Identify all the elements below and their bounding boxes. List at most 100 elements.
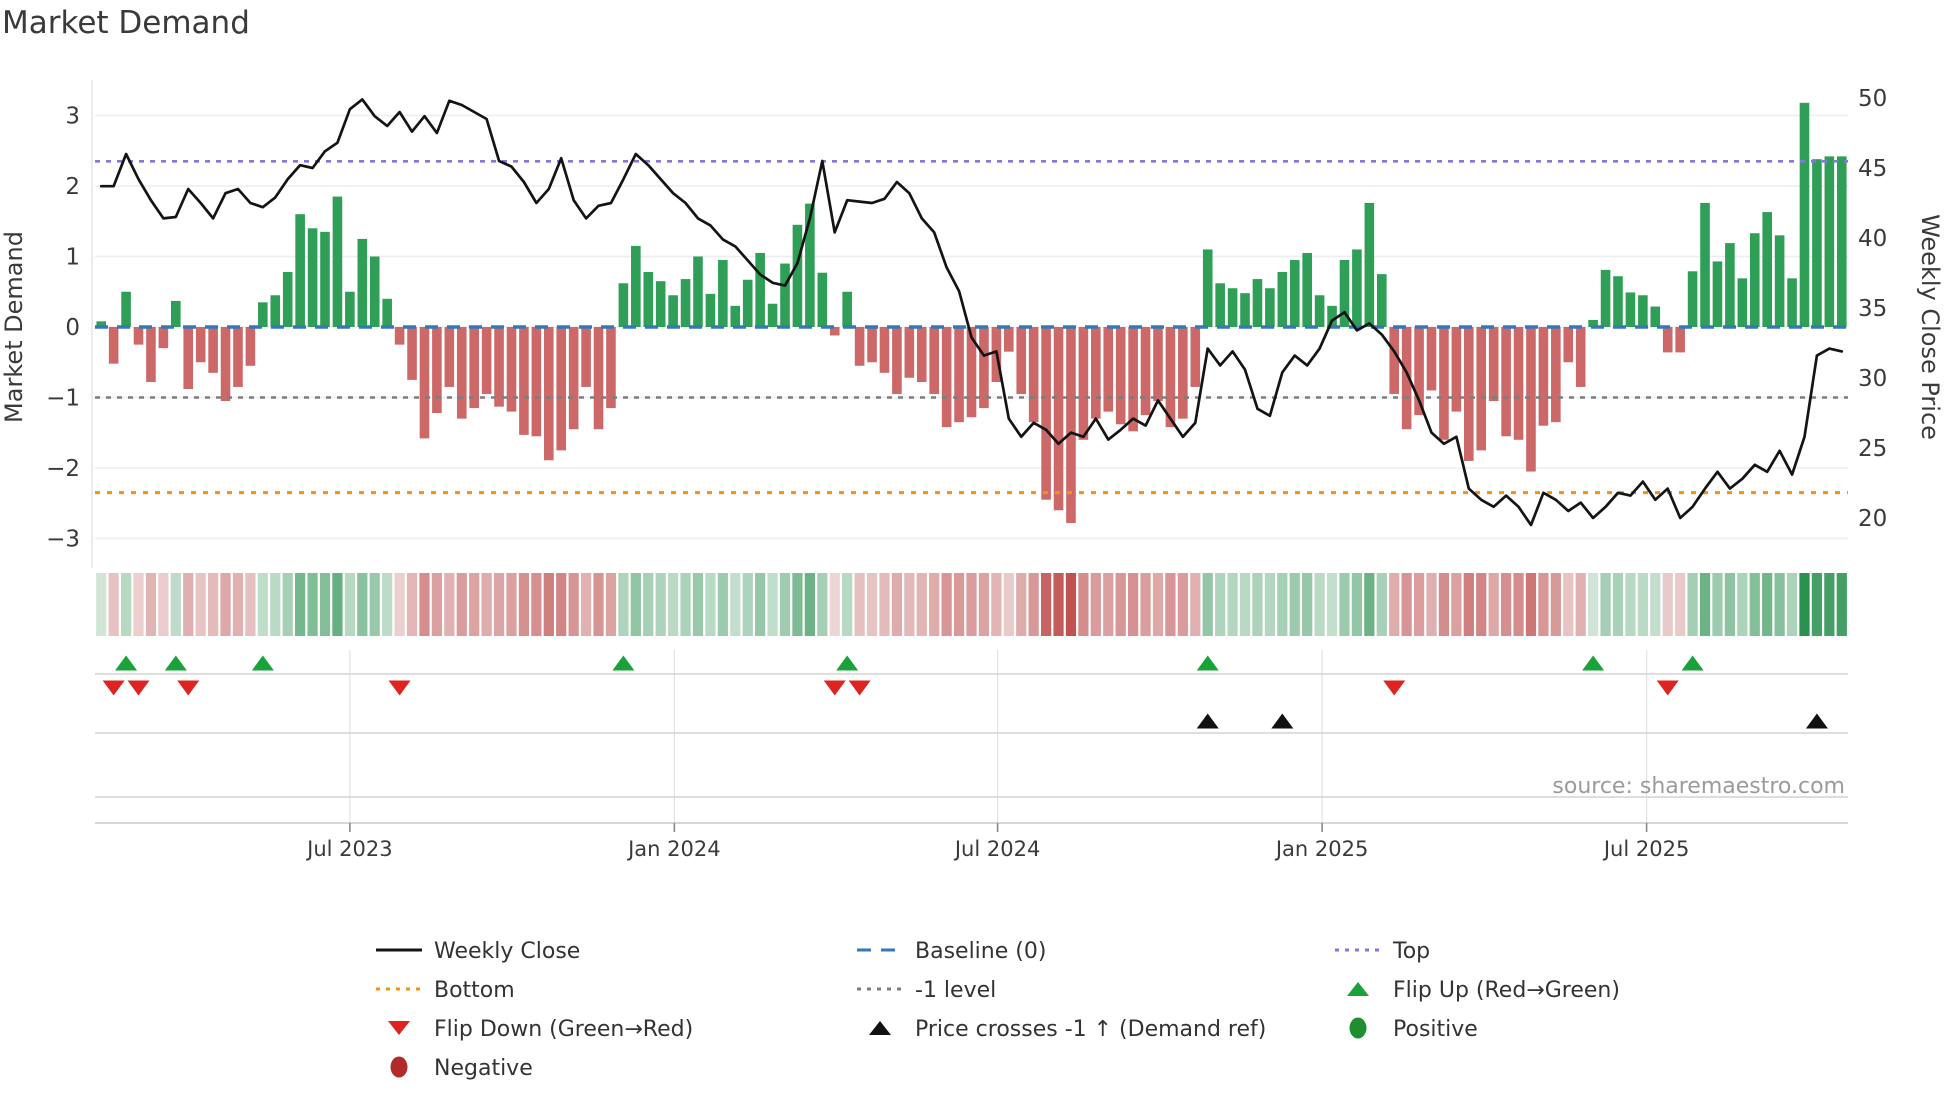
demand-bar: [543, 327, 554, 461]
demand-bar: [1426, 327, 1437, 391]
y-right-tick-label: 40: [1858, 226, 1887, 252]
demand-bar: [1700, 202, 1710, 327]
heatmap-cell: [1588, 573, 1599, 636]
heatmap-cell: [1040, 573, 1052, 636]
heatmap-cell: [755, 573, 766, 636]
demand-bar: [1240, 293, 1250, 327]
demand-bar: [407, 327, 417, 380]
heatmap-cell: [705, 573, 716, 636]
heatmap-cell: [966, 573, 977, 636]
legend-label-bottom: Bottom: [434, 978, 515, 1003]
heatmap-cell: [1824, 573, 1835, 636]
demand-bar: [1327, 305, 1337, 327]
heatmap-cell: [568, 573, 579, 636]
demand-bar: [643, 272, 654, 327]
flip-down-marker: [823, 680, 846, 696]
heatmap-cell: [319, 573, 331, 636]
demand-bar: [618, 283, 629, 327]
demand-bar: [966, 327, 977, 418]
weekly-close-line-group: [99, 98, 1844, 527]
heatmap-cell: [1065, 573, 1077, 636]
demand-heatmap-strip: [96, 573, 1847, 636]
heatmap-cell: [1289, 573, 1300, 636]
x-tick-label: Jul 2024: [953, 837, 1040, 861]
heatmap-cell: [220, 573, 231, 636]
heatmap-cell: [1239, 573, 1251, 636]
demand-bar: [1202, 249, 1213, 327]
heatmap-cell: [1302, 573, 1313, 636]
demand-bar: [270, 295, 281, 327]
demand-bar: [1153, 327, 1163, 402]
flip-up-icon: [1347, 982, 1369, 996]
heatmap-cell: [916, 573, 927, 636]
heatmap-cell: [580, 573, 592, 636]
demand-bars: [96, 102, 1847, 523]
y-axis-left-label: Market Demand: [0, 231, 28, 423]
heatmap-cell: [1637, 573, 1648, 636]
demand-bar: [419, 327, 430, 439]
heatmap-cell: [742, 573, 753, 636]
demand-bar: [1687, 271, 1698, 327]
heatmap-cell: [767, 573, 778, 636]
heatmap-cell: [1575, 573, 1586, 636]
demand-bar: [158, 327, 169, 349]
heatmap-cell: [307, 573, 318, 636]
demand-bar: [121, 291, 131, 327]
demand-bar: [817, 272, 828, 327]
demand-bar: [1638, 295, 1648, 327]
y-left-tick-label: 2: [65, 174, 80, 200]
demand-bar: [1265, 288, 1275, 327]
demand-bar: [867, 327, 877, 363]
heatmap-cell: [369, 573, 380, 636]
demand-bar: [1066, 327, 1076, 523]
heatmap-cell: [692, 573, 704, 636]
heatmap-cell: [1314, 573, 1325, 636]
heatmap-cell: [1451, 573, 1462, 636]
heatmap-cell: [543, 573, 554, 636]
heatmap-cell: [1786, 573, 1798, 636]
flip-up-marker: [1196, 655, 1219, 671]
demand-bar: [1078, 327, 1089, 440]
heatmap-cell: [817, 573, 828, 636]
heatmap-cell: [394, 573, 405, 636]
heatmap-cell: [643, 573, 654, 636]
heatmap-cell: [145, 573, 157, 636]
demand-bar: [1003, 327, 1014, 352]
demand-bar: [742, 279, 753, 327]
heatmap-cell: [245, 573, 256, 636]
demand-bar: [929, 327, 940, 394]
demand-bar: [1575, 327, 1586, 387]
demand-bar: [1551, 327, 1561, 423]
demand-bar: [1115, 327, 1126, 425]
flip-down-marker: [848, 680, 871, 696]
demand-bar: [369, 256, 380, 327]
price-cross-icon: [869, 1021, 891, 1035]
negative-icon: [390, 1056, 408, 1078]
x-tick-label: Jan 2024: [626, 837, 721, 861]
demand-bar: [792, 224, 803, 327]
heatmap-cell: [133, 573, 144, 636]
demand-bar: [1762, 212, 1772, 327]
heatmap-cell: [183, 573, 194, 636]
heatmap-cell: [1016, 573, 1027, 636]
heatmap-cell: [1811, 573, 1823, 636]
demand-bar: [108, 327, 119, 364]
heatmap-cell: [680, 573, 691, 636]
flip-up-marker: [1681, 655, 1704, 671]
heatmap-cell: [655, 573, 666, 636]
demand-bar: [1252, 279, 1263, 327]
heatmap-cell: [630, 573, 641, 636]
demand-bar: [1787, 278, 1797, 327]
demand-bar: [1439, 327, 1449, 440]
legend-item-minus1: -1 level: [857, 978, 996, 1003]
legend-item-weekly-close: Weekly Close: [376, 939, 580, 964]
demand-bar: [1725, 243, 1735, 327]
heatmap-cell: [1563, 573, 1574, 636]
heatmap-cell: [1550, 573, 1561, 636]
heatmap-cell: [1799, 573, 1810, 636]
reference-lines: [95, 160, 1848, 495]
demand-bar: [1401, 327, 1412, 430]
heatmap-cell: [1612, 573, 1624, 636]
heatmap-cell: [1737, 573, 1748, 636]
